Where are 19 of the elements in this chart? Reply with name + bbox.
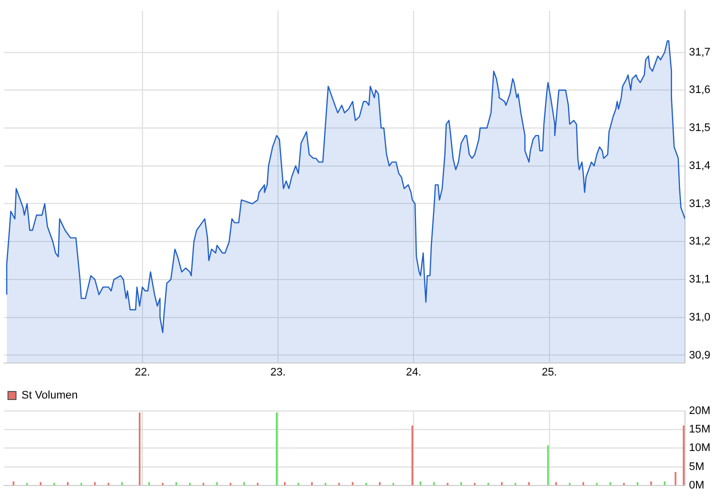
y-tick-label: 31,2 — [689, 236, 710, 248]
x-tick-label: 24. — [406, 366, 422, 378]
x-tick-label: 22. — [134, 366, 150, 378]
y-tick-label: 5M — [689, 460, 704, 473]
y-tick-label: 0M — [689, 479, 704, 492]
y-tick-label: 20M — [689, 405, 710, 418]
x-tick-label: 25. — [542, 366, 557, 378]
y-tick-label: 31,0 — [689, 311, 710, 324]
y-tick-label: 31,5 — [689, 122, 710, 134]
legend-label: St Volumen — [22, 390, 78, 402]
y-tick-label: 31,4 — [689, 160, 710, 172]
x-tick-label: 23. — [270, 366, 286, 378]
y-tick-label: 15M — [689, 424, 710, 436]
y-tick-label: 31,6 — [689, 84, 710, 96]
y-tick-label: 31,3 — [689, 198, 710, 210]
y-tick-label: 10M — [689, 442, 710, 454]
y-tick-label: 31,7 — [689, 46, 710, 58]
y-tick-label: 31,1 — [689, 274, 710, 286]
y-tick-label: 30,9 — [689, 349, 710, 362]
